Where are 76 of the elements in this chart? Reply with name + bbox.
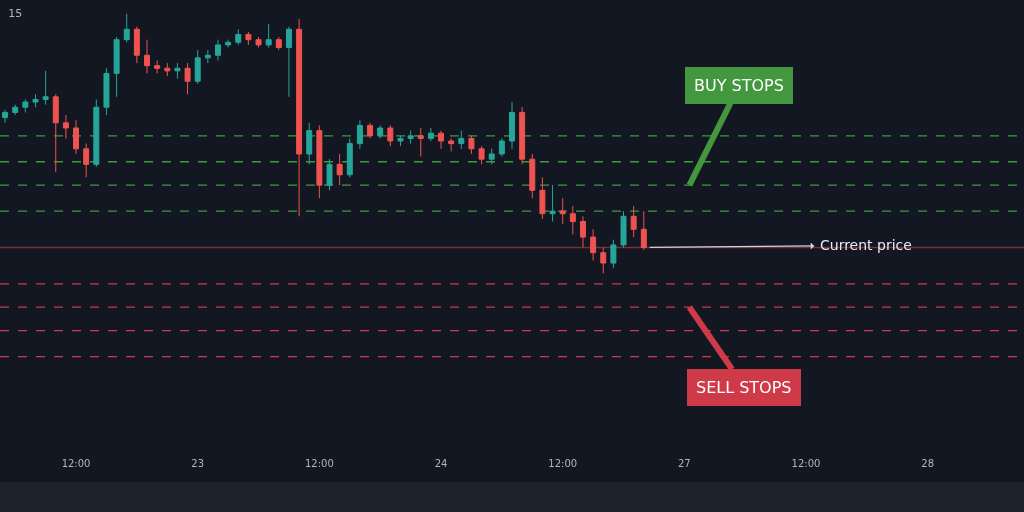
candlestick bbox=[255, 36, 262, 48]
candlestick bbox=[306, 122, 313, 165]
candlestick bbox=[377, 124, 384, 139]
candlestick bbox=[296, 18, 303, 217]
candlestick bbox=[417, 127, 424, 158]
candlestick bbox=[265, 23, 272, 48]
chart-title: 15 bbox=[8, 7, 23, 21]
candlestick bbox=[285, 26, 292, 98]
candlestick bbox=[498, 137, 505, 158]
candlestick bbox=[22, 98, 29, 113]
candlestick bbox=[559, 197, 566, 225]
candlestick bbox=[579, 215, 586, 248]
candlestick bbox=[448, 137, 455, 152]
candlestick bbox=[184, 62, 191, 95]
candlestick bbox=[2, 109, 9, 124]
candlestick bbox=[336, 153, 343, 186]
candlestick bbox=[630, 205, 637, 238]
candlestick bbox=[468, 135, 475, 155]
candlestick bbox=[194, 49, 201, 85]
candlestick bbox=[103, 67, 110, 116]
x-tick-label: 28 bbox=[921, 458, 935, 469]
candlestick bbox=[32, 93, 39, 108]
candlestick bbox=[387, 124, 394, 147]
candlestick bbox=[316, 124, 323, 199]
candlestick bbox=[225, 39, 232, 48]
candlestick bbox=[519, 106, 526, 165]
x-tick-label: 12:00 bbox=[791, 458, 821, 469]
x-tick-label: 27 bbox=[677, 458, 691, 469]
candlestick bbox=[42, 70, 49, 106]
candlestick bbox=[367, 122, 374, 139]
candlestick bbox=[610, 239, 617, 269]
ref-line-label: Current price bbox=[820, 237, 912, 253]
candlestick bbox=[123, 13, 130, 43]
candlestick bbox=[215, 39, 221, 61]
candlestick bbox=[144, 39, 150, 74]
x-tick-label: 12:00 bbox=[548, 458, 578, 469]
candlestick bbox=[600, 246, 607, 274]
candlestick bbox=[235, 28, 242, 46]
candlestick bbox=[52, 93, 59, 173]
ref-line-label: BUY STOPS bbox=[694, 76, 784, 95]
ref-line-label: SELL STOPS bbox=[696, 378, 792, 397]
candlestick bbox=[620, 210, 627, 248]
candlestick bbox=[12, 104, 19, 116]
candlestick bbox=[458, 130, 465, 150]
candlestick bbox=[590, 228, 597, 261]
candlestick bbox=[93, 98, 100, 168]
candlestick bbox=[346, 137, 353, 178]
candlestick bbox=[154, 59, 161, 74]
candlestick bbox=[438, 130, 445, 150]
candlestick bbox=[73, 119, 80, 155]
candlestick bbox=[133, 26, 140, 64]
candlestick bbox=[549, 184, 556, 223]
candlestick bbox=[569, 205, 576, 235]
candlestick bbox=[529, 153, 536, 199]
candlestick bbox=[174, 62, 181, 80]
x-tick-label: 12:00 bbox=[61, 458, 91, 469]
candlestick bbox=[640, 210, 647, 251]
candlestick bbox=[427, 127, 434, 142]
candlestick bbox=[356, 119, 363, 150]
candlestick bbox=[397, 135, 404, 147]
x-tick-label: 23 bbox=[191, 458, 205, 469]
candlestick bbox=[245, 31, 252, 46]
x-tick-label: 12:00 bbox=[304, 458, 334, 469]
x-tick-label: 24 bbox=[434, 458, 448, 469]
candlestick bbox=[488, 148, 495, 165]
candlestick bbox=[407, 130, 414, 145]
candlestick bbox=[113, 36, 120, 98]
candlestick bbox=[509, 101, 515, 150]
candlestick bbox=[62, 114, 69, 139]
candlestick bbox=[478, 145, 485, 165]
candlestick bbox=[326, 158, 333, 191]
candlestick bbox=[204, 49, 211, 64]
candlestick bbox=[83, 143, 90, 178]
candlestick bbox=[164, 62, 171, 77]
candlestick bbox=[539, 176, 546, 220]
candlestick bbox=[275, 36, 282, 51]
